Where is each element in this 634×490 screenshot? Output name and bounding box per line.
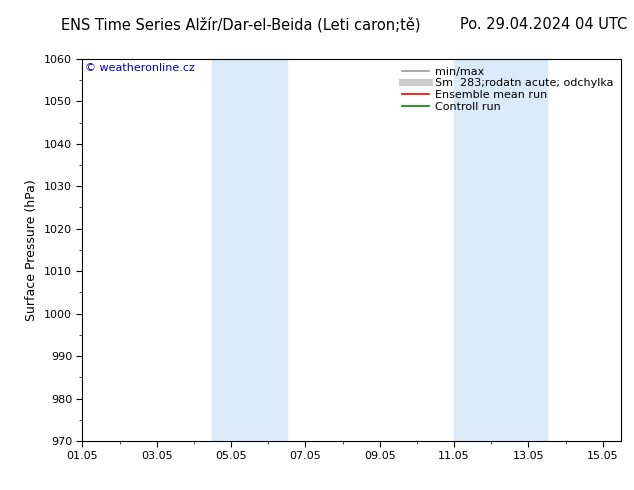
Text: Po. 29.04.2024 04 UTC: Po. 29.04.2024 04 UTC xyxy=(460,17,628,32)
Bar xyxy=(454,59,547,441)
Legend: min/max, Sm  283;rodatn acute; odchylka, Ensemble mean run, Controll run: min/max, Sm 283;rodatn acute; odchylka, … xyxy=(399,64,616,114)
Bar xyxy=(212,59,287,441)
Y-axis label: Surface Pressure (hPa): Surface Pressure (hPa) xyxy=(25,179,38,321)
Text: ENS Time Series Alžír/Dar-el-Beida (Leti caron;tě): ENS Time Series Alžír/Dar-el-Beida (Leti… xyxy=(61,17,421,33)
Text: © weatheronline.cz: © weatheronline.cz xyxy=(85,63,195,73)
